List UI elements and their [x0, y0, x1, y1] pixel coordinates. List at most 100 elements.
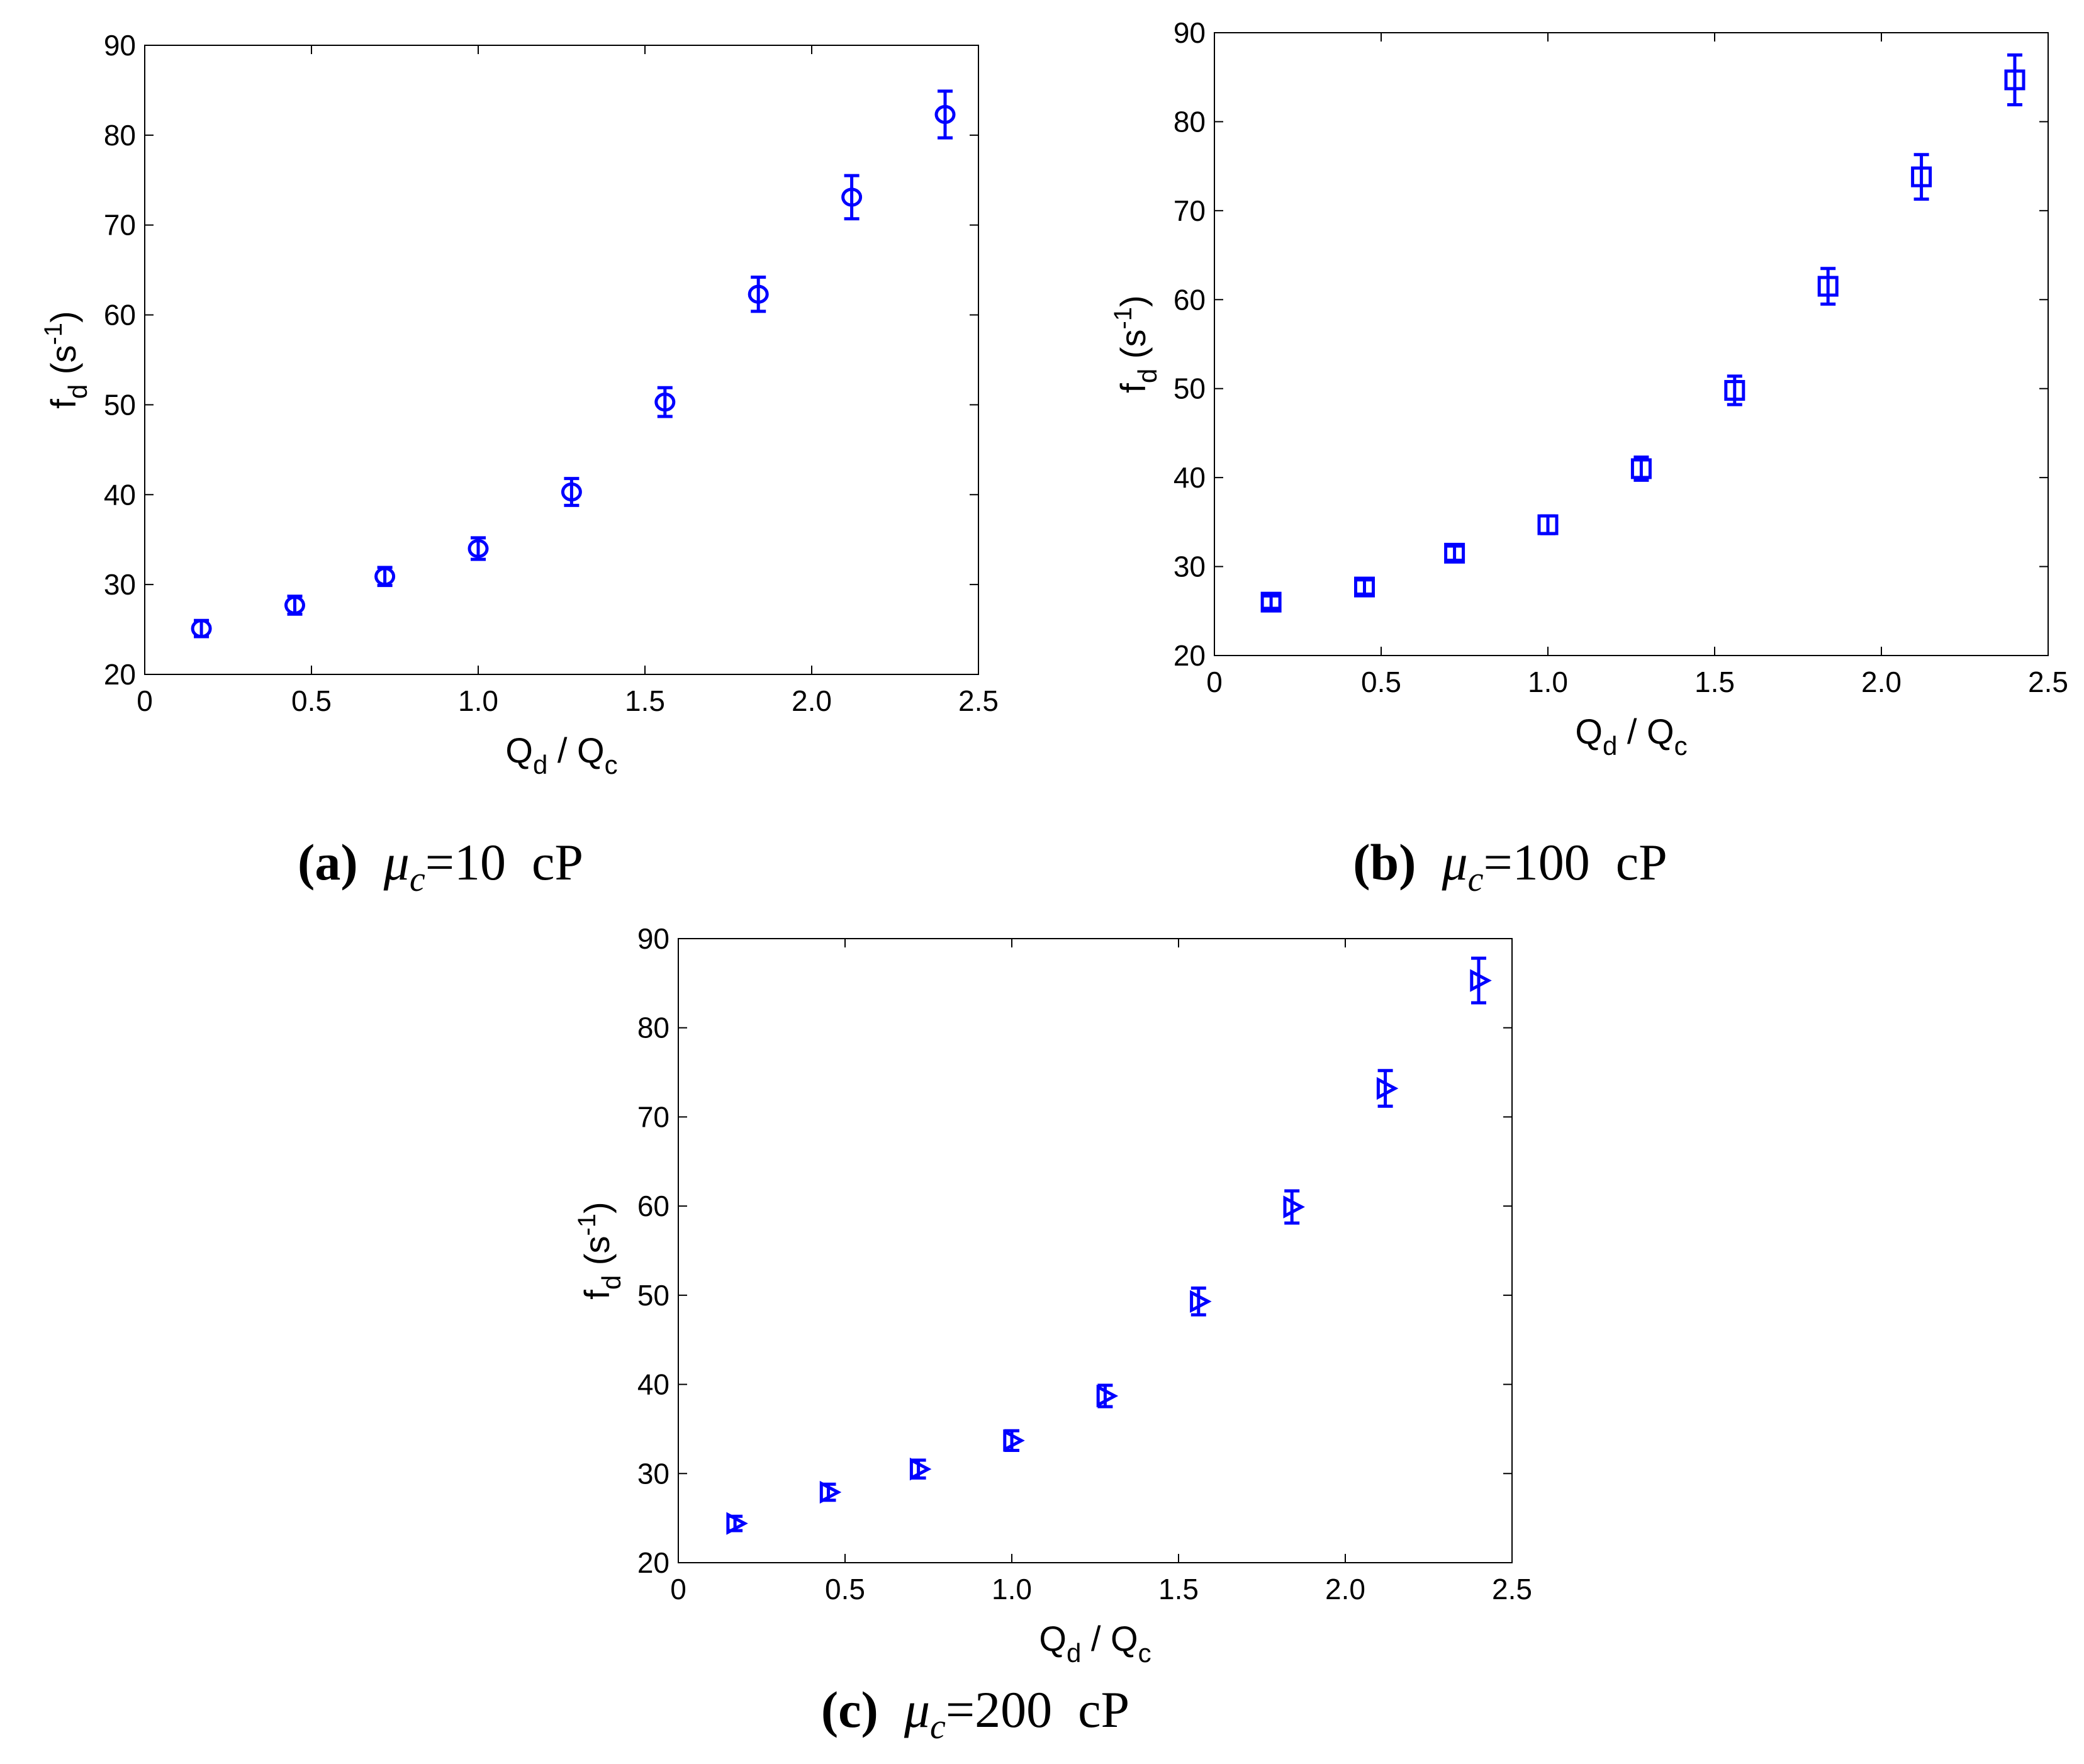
- y-axis-label-mid: (s: [43, 345, 83, 384]
- y-axis-label: fd (s-1): [573, 1202, 626, 1299]
- x-tick-label: 1.0: [1528, 666, 1568, 698]
- data-point: [1911, 153, 1932, 201]
- plot-area-frame: [144, 45, 979, 675]
- square-marker: [1724, 380, 1745, 401]
- y-axis-label-main: f: [1113, 383, 1153, 393]
- square-marker: [1817, 276, 1839, 297]
- data-point: [561, 477, 582, 507]
- x-tick-label: 2.0: [1861, 666, 1902, 698]
- y-tick-label: 20: [104, 658, 136, 691]
- caption-space: [1416, 834, 1442, 891]
- circle-marker: [841, 187, 863, 207]
- x-tick-label: 2.0: [1325, 1573, 1365, 1605]
- x-tick-label: 0: [1206, 666, 1223, 698]
- y-tick-label: 50: [104, 388, 136, 421]
- triangle-marker: [726, 1512, 748, 1535]
- y-tick-label: 30: [1174, 550, 1206, 583]
- circle-marker: [374, 567, 396, 586]
- triangle-marker: [1376, 1076, 1399, 1100]
- caption-space: [358, 834, 384, 891]
- data-point: [191, 618, 212, 639]
- data-point: [934, 89, 956, 140]
- y-axis-label-mid: (s: [577, 1236, 617, 1275]
- caption-letter: (b): [1353, 834, 1416, 891]
- square-marker: [2004, 69, 2025, 91]
- caption-value: =100: [1484, 834, 1590, 891]
- caption-letter: (c): [821, 1681, 878, 1738]
- caption-symbol: μ: [383, 834, 410, 891]
- circle-marker: [748, 284, 769, 304]
- y-tick-label: 20: [637, 1546, 669, 1579]
- y-axis-label-main: f: [577, 1290, 617, 1300]
- data-point: [1260, 591, 1282, 613]
- y-tick-label: 40: [104, 478, 136, 511]
- y-tick-label: 70: [1174, 194, 1206, 227]
- data-point: [909, 1458, 932, 1481]
- y-tick-label: 40: [637, 1368, 669, 1401]
- caption-subscript: c: [410, 860, 425, 899]
- x-axis-label-main: Q: [505, 730, 533, 770]
- x-tick-label: 1.5: [625, 684, 665, 717]
- y-axis-label-sub: d: [1133, 369, 1162, 383]
- y-tick-label: 80: [104, 119, 136, 152]
- y-tick-label: 50: [637, 1279, 669, 1312]
- caption-space: [1590, 834, 1616, 891]
- square-marker: [1354, 576, 1375, 598]
- circle-marker: [654, 393, 676, 412]
- data-point: [1724, 374, 1745, 406]
- data-point: [284, 595, 305, 616]
- y-axis-label: fd (s-1): [40, 311, 92, 408]
- x-tick-label: 2.0: [792, 684, 832, 717]
- circle-marker: [561, 482, 582, 502]
- x-axis-label-mid: / Q: [547, 730, 604, 770]
- x-axis-label-sub2: c: [1674, 731, 1688, 761]
- data-point: [1283, 1189, 1305, 1225]
- y-axis-label-sub: d: [597, 1275, 626, 1290]
- data-point: [1444, 542, 1465, 564]
- triangle-marker: [1096, 1384, 1119, 1408]
- y-tick-label: 60: [104, 299, 136, 332]
- y-axis-label-sup: -1: [1109, 307, 1137, 330]
- y-tick-label: 70: [637, 1100, 669, 1133]
- y-axis-label-end: ): [43, 311, 83, 323]
- square-marker: [1537, 514, 1559, 535]
- x-tick-label: 0.5: [1361, 666, 1401, 698]
- data-point: [1003, 1429, 1025, 1452]
- data-point: [654, 386, 676, 418]
- circle-marker: [191, 619, 212, 639]
- x-tick-label: 2.5: [2028, 666, 2068, 698]
- data-point: [841, 174, 863, 221]
- circle-marker: [284, 595, 305, 615]
- y-tick-label: 40: [1174, 461, 1206, 494]
- x-tick-label: 2.5: [958, 684, 999, 717]
- y-tick-label: 90: [1174, 16, 1206, 49]
- data-point: [2004, 53, 2025, 107]
- panel-caption: (c) μc=200 cP: [821, 1681, 1129, 1746]
- caption-subscript: c: [1468, 860, 1484, 899]
- square-marker: [1630, 458, 1652, 479]
- data-point: [1470, 956, 1492, 1005]
- y-tick-label: 30: [637, 1457, 669, 1490]
- x-tick-label: 0: [137, 684, 153, 717]
- y-axis-label-main: f: [43, 399, 83, 409]
- y-tick-label: 90: [637, 922, 669, 955]
- data-point: [726, 1512, 748, 1535]
- caption-value: =10: [425, 834, 506, 891]
- caption-space: [878, 1681, 904, 1738]
- data-point: [1096, 1383, 1119, 1409]
- x-tick-label: 1.5: [1695, 666, 1735, 698]
- y-axis-label-mid: (s: [1113, 330, 1153, 369]
- y-tick-label: 30: [104, 568, 136, 601]
- caption-symbol: μ: [1441, 834, 1467, 891]
- x-tick-label: 0.5: [825, 1573, 865, 1605]
- square-marker: [1444, 542, 1465, 564]
- y-tick-label: 20: [1174, 639, 1206, 672]
- x-axis-label-sub: d: [1067, 1638, 1081, 1668]
- y-axis-label-sup: -1: [40, 323, 67, 345]
- data-point: [468, 536, 489, 561]
- y-axis-label: fd (s-1): [1109, 295, 1162, 393]
- y-axis-label-sup: -1: [573, 1214, 601, 1236]
- x-axis-label-main: Q: [1575, 712, 1603, 751]
